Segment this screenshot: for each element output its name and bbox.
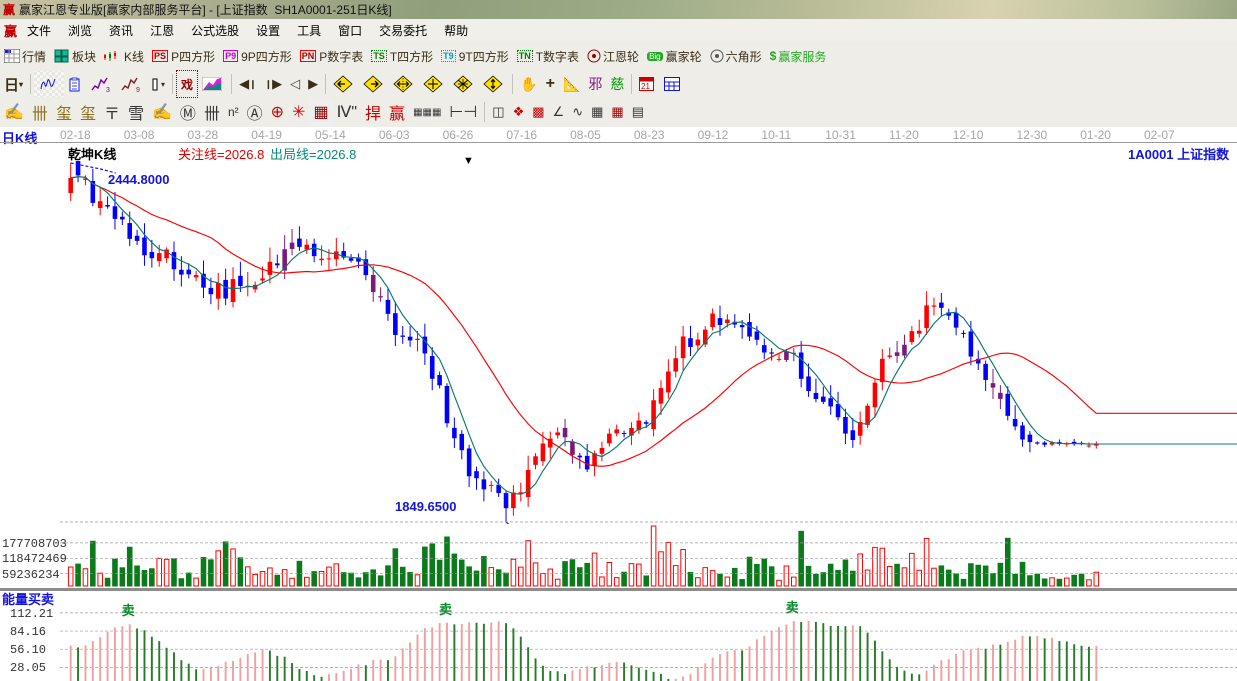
- svg-text:3: 3: [106, 87, 110, 92]
- svg-text:9: 9: [136, 87, 140, 92]
- svg-text:21: 21: [641, 82, 650, 91]
